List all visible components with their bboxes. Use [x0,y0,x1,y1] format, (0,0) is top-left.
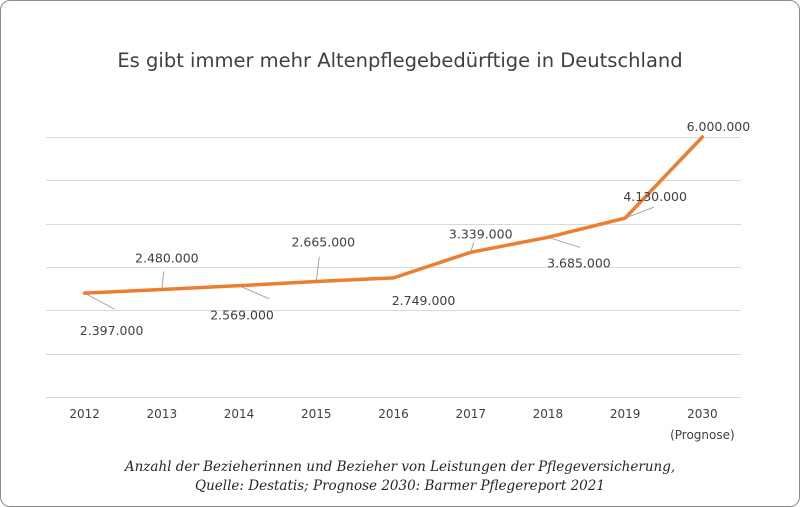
x-tick-label: 2015 [301,407,332,421]
leader-line [238,285,270,300]
data-label: 2.749.000 [392,293,456,308]
leader-line [84,292,115,310]
leader-line [624,206,655,219]
x-tick-label: 2019 [610,407,641,421]
label-leader-lines [84,206,655,310]
x-tick-label: 2012 [69,407,100,421]
series-line-group [82,135,705,295]
data-label: 2.480.000 [135,251,199,266]
x-tick-label: 2030 [687,407,718,421]
data-label: 4.130.000 [623,189,687,204]
x-tick-label: 2017 [455,407,486,421]
x-tick-label: 2018 [533,407,564,421]
data-label: 3.685.000 [547,255,611,270]
leader-line [547,236,581,248]
x-tick-label: 2014 [224,407,255,421]
x-tick-sublabel: (Prognose) [670,428,735,442]
chart-title: Es gibt immer mehr Altenpflegebedürftige… [117,49,682,72]
x-tick-label: 2013 [147,407,178,421]
series-line [82,135,705,295]
caption-line-1: Anzahl der Bezieherinnen und Bezieher vo… [123,459,675,475]
caption-line-2: Quelle: Destatis; Prognose 2030: Barmer … [195,478,605,494]
data-label: 2.397.000 [80,323,144,338]
x-axis: 2012 2013 2014 2015 2016 2017 2018 2019 2030 (Pro… [69,407,734,442]
gridlines [46,137,741,398]
data-label: 2.665.000 [291,235,355,250]
data-label: 2.569.000 [210,308,274,323]
leader-line [161,271,165,290]
data-labels: 2.397.000 2.480.000 2.569.000 2.665.000 2.74… [80,119,750,338]
data-label: 3.339.000 [449,226,513,241]
leader-line [315,256,320,282]
x-tick-label: 2016 [378,407,409,421]
data-label: 6.000.000 [687,119,751,134]
